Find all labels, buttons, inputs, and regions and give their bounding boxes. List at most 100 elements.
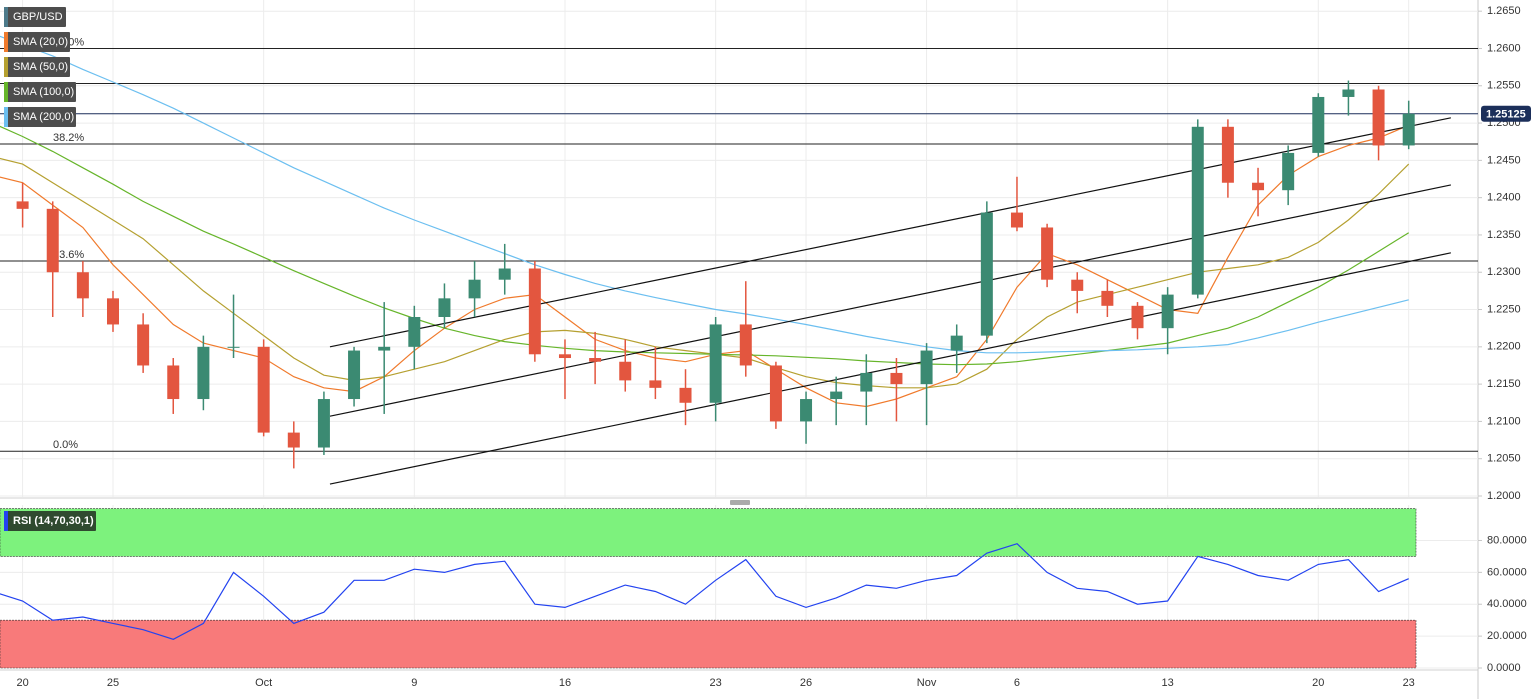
legend-title-swatch	[4, 7, 8, 27]
candle-body	[1071, 279, 1084, 291]
pane-handle[interactable]	[730, 500, 750, 505]
rsi-title-box	[4, 511, 96, 531]
x-tick-label: 23	[1403, 677, 1415, 689]
x-tick-label: 6	[1014, 677, 1020, 689]
x-tick-label: Nov	[917, 677, 937, 689]
candle-body	[1342, 89, 1355, 97]
x-tick-label: 9	[411, 677, 417, 689]
candle-body	[619, 361, 632, 381]
candle-body	[76, 272, 89, 299]
y-tick-label: 1.2600	[1487, 42, 1521, 54]
x-tick-label: 25	[107, 677, 119, 689]
candle-body	[558, 354, 571, 359]
candle-body	[498, 268, 511, 280]
y-tick-label: 1.2150	[1487, 378, 1521, 390]
candle-body	[980, 212, 993, 336]
candle-body	[1372, 89, 1385, 146]
candle-body	[830, 391, 843, 400]
y-tick-label: 1.2550	[1487, 80, 1521, 92]
x-tick-label: Oct	[255, 677, 272, 689]
y-tick-label: 1.2350	[1487, 229, 1521, 241]
candle-body	[16, 201, 29, 209]
candle-body	[1191, 126, 1204, 295]
candle-body	[468, 279, 481, 299]
candle-body	[589, 358, 602, 362]
candle-body	[408, 316, 421, 347]
candle-body	[46, 208, 59, 273]
candle-body	[679, 387, 692, 403]
rsi-line	[0, 543, 1409, 640]
candle-body	[197, 346, 210, 400]
candle-body	[649, 380, 662, 388]
candle-body	[438, 298, 451, 317]
legend-entry: SMA (200,0)	[13, 111, 74, 123]
legend-entry: SMA (20,0)	[13, 36, 68, 48]
candle-body	[106, 298, 119, 325]
axes: 20 25 Oct 9 16 23 26 Nov 6 13 20 23 1.2000 1.2050 1.21…	[16, 5, 1531, 689]
legend-entry-swatch	[4, 82, 8, 102]
x-tick-label: 20	[1312, 677, 1324, 689]
candle-body	[1131, 305, 1144, 329]
legend-entry-box	[4, 32, 70, 52]
y-tick-label: 1.2300	[1487, 266, 1521, 278]
x-tick-label: 16	[559, 677, 571, 689]
rsi-band	[0, 619, 1417, 669]
y-tick-label: 1.2250	[1487, 303, 1521, 315]
legend-entry: SMA (50,0)	[13, 61, 68, 73]
x-tick-label: 20	[16, 677, 28, 689]
candle-body	[950, 335, 963, 351]
legend-entry-swatch	[4, 32, 8, 52]
legend-entry-swatch	[4, 107, 8, 127]
y-tick-label: 20.0000	[1487, 630, 1527, 642]
y-tick-label: 1.2050	[1487, 453, 1521, 465]
candle-body	[709, 324, 722, 403]
candle-body	[1221, 126, 1234, 183]
y-tick-label: 80.0000	[1487, 534, 1527, 546]
candle-body	[167, 365, 180, 400]
candle-body	[1282, 152, 1295, 191]
candle-body	[860, 372, 873, 392]
candle-body	[920, 350, 933, 385]
candle-body	[769, 365, 782, 422]
candle-body	[1402, 113, 1415, 146]
rsi-band	[0, 508, 1417, 557]
sma-line	[0, 125, 1410, 366]
y-tick-label: 1.2650	[1487, 5, 1521, 17]
candle-body	[348, 350, 361, 400]
price-plot: 50.0%38.2%23.6%0.0%	[0, 0, 1478, 497]
candle-body	[1252, 182, 1265, 191]
rsi-plot	[0, 505, 1478, 670]
y-tick-label: 0.0000	[1487, 662, 1521, 674]
rsi-title-swatch	[4, 511, 8, 531]
y-tick-label: 1.2100	[1487, 415, 1521, 427]
legend-title: GBP/USD	[13, 11, 63, 23]
level-label: 38.2%	[53, 132, 84, 144]
candle-body	[257, 346, 270, 433]
last-price-tag	[1481, 105, 1531, 122]
x-tick-label: 23	[710, 677, 722, 689]
y-tick-label: 60.0000	[1487, 566, 1527, 578]
candle-body	[1312, 96, 1325, 153]
legend-entry-box	[4, 82, 76, 102]
sma-line	[0, 35, 1409, 354]
price-pane	[0, 0, 1478, 497]
candle-body	[378, 346, 391, 351]
level-label: 23.6%	[53, 249, 84, 261]
trend-line	[329, 117, 1452, 348]
candle-body	[227, 346, 240, 348]
y-tick-label: 1.2400	[1487, 192, 1521, 204]
trend-line	[329, 252, 1452, 485]
level-label: 0.0%	[53, 439, 78, 451]
legend-entry-box	[4, 57, 70, 77]
candle-body	[317, 399, 330, 448]
y-tick-label: 1.2450	[1487, 154, 1521, 166]
legend-entry-swatch	[4, 57, 8, 77]
y-tick-label: 1.2200	[1487, 341, 1521, 353]
legend-title-box	[4, 7, 66, 27]
candle-body	[137, 324, 150, 366]
legend: GBP/USD SMA (20,0) SMA (50,0) SMA (100,0) SM…	[4, 7, 96, 531]
candle-body	[528, 268, 541, 355]
rsi-title: RSI (14,70,30,1)	[13, 515, 94, 527]
